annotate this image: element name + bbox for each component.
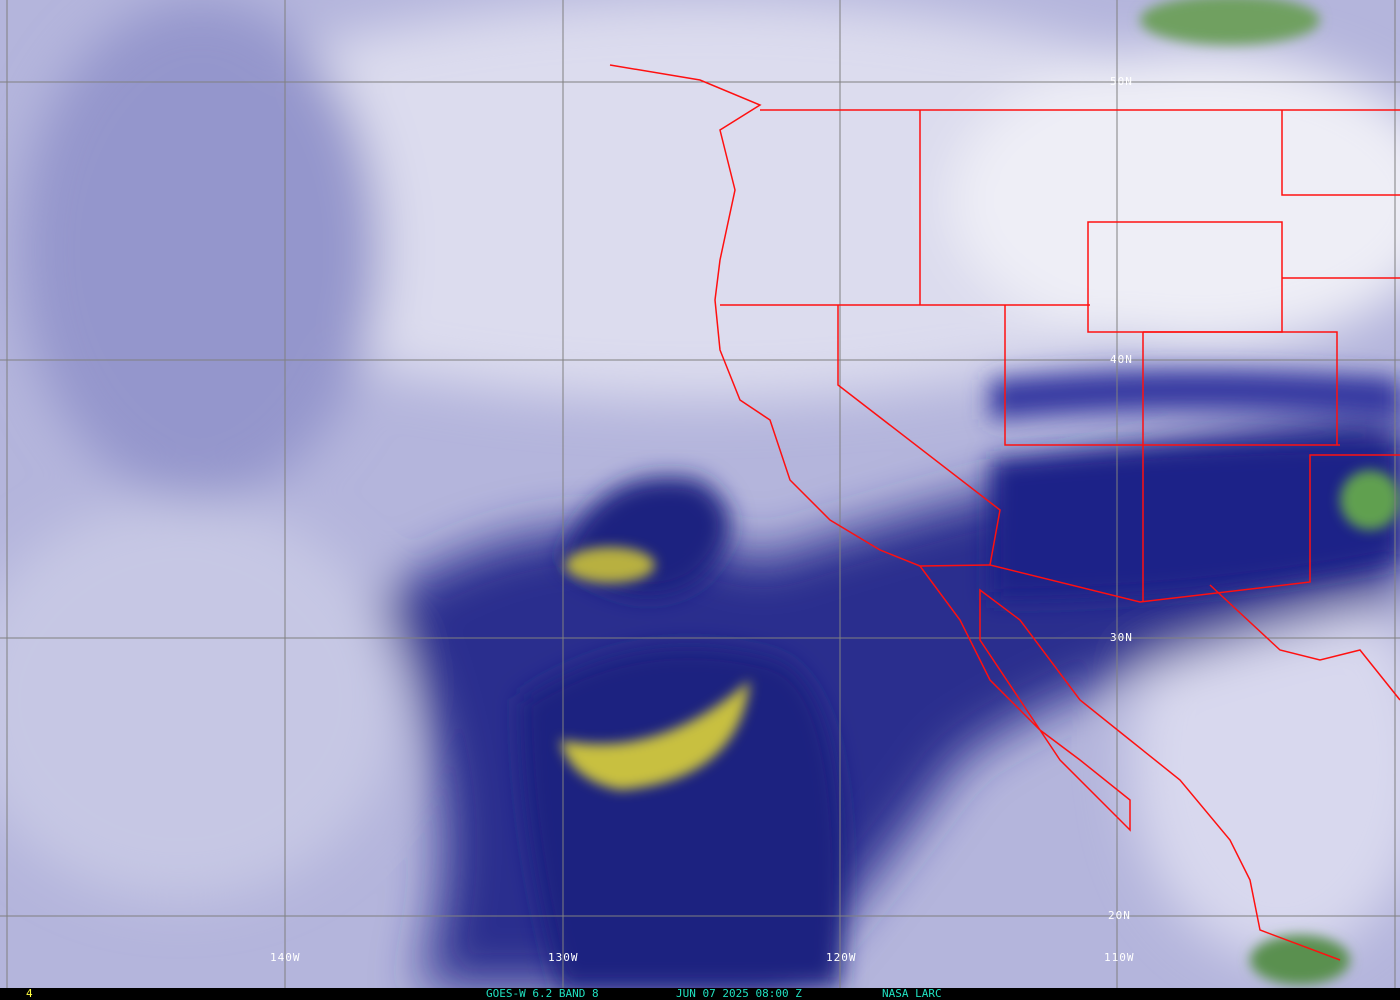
lon-label-120w: 120W [826,951,857,964]
lat-label-30n: 30N [1110,631,1133,644]
lon-label-140w: 140W [270,951,301,964]
lat-label-40n: 40N [1110,353,1133,366]
lat-label-50n: 50N [1110,75,1133,88]
lon-label-130w: 130W [548,951,579,964]
frame-number: 4 [26,987,33,1000]
footer-bar: 4 GOES-W 6.2 BAND 8 JUN 07 2025 08:00 Z … [0,988,1400,1000]
lon-label-110w: 110W [1104,951,1135,964]
lat-label-20n: 20N [1108,909,1131,922]
product-label: GOES-W 6.2 BAND 8 [486,987,599,1000]
datetime-label: JUN 07 2025 08:00 Z [676,987,802,1000]
source-label: NASA LARC [882,987,942,1000]
political-borders [609,64,1400,961]
